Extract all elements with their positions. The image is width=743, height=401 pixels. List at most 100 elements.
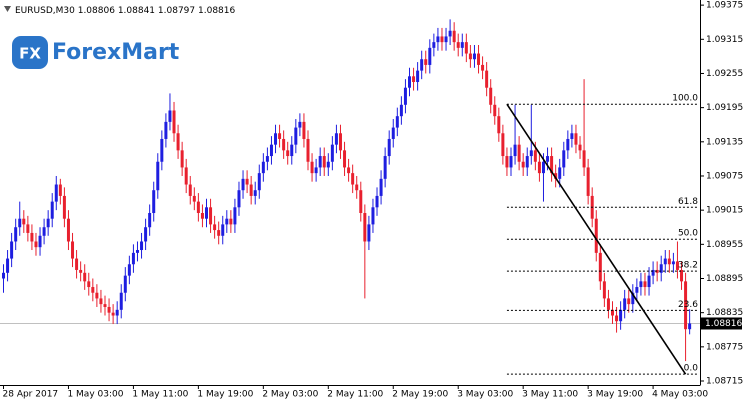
candle-body: [639, 281, 643, 288]
x-tick-label: 2 May 03:00: [262, 390, 318, 400]
candle-body: [135, 250, 139, 253]
y-tick-label: 1.09315: [706, 35, 743, 45]
candle-body: [265, 156, 269, 162]
candle-body: [18, 218, 22, 228]
candle-body: [10, 241, 14, 259]
x-tick-label: 1 May 03:00: [67, 390, 123, 400]
candle-body: [257, 173, 261, 191]
candle-body: [152, 190, 156, 214]
candle-body: [383, 156, 387, 179]
candle-body: [127, 264, 131, 276]
candle-body: [481, 64, 485, 71]
candle-body: [91, 287, 95, 293]
candle-body: [95, 292, 99, 299]
candle-body: [253, 190, 257, 196]
candle-body: [330, 144, 334, 162]
candle-body: [294, 127, 298, 145]
candle-body: [489, 87, 493, 105]
candle-body: [50, 201, 54, 219]
price-tag-label: 1.08816: [705, 319, 742, 329]
candle-body: [448, 30, 452, 37]
candle-body: [156, 161, 160, 191]
candle-body: [477, 53, 481, 65]
candle-body: [62, 195, 66, 219]
candle-body: [334, 133, 338, 145]
candle-body: [602, 281, 606, 299]
candle-body: [598, 252, 602, 282]
candle-body: [209, 207, 213, 225]
candle-body: [144, 227, 148, 242]
candle-body: [245, 178, 249, 185]
candle-body: [408, 76, 411, 88]
candle-body: [290, 144, 294, 157]
candle-body: [66, 218, 70, 242]
candle-body: [83, 272, 87, 282]
candle-body: [452, 30, 456, 43]
x-tick-label: 1 May 19:00: [197, 390, 253, 400]
candle-body: [513, 144, 517, 157]
candle-body: [387, 138, 391, 157]
header: EURUSD,M30 1.08806 1.08841 1.08797 1.088…: [15, 6, 235, 16]
candle-body: [217, 230, 221, 236]
x-tick-label: 3 May 11:00: [522, 390, 578, 400]
x-tick-label: 3 May 03:00: [457, 390, 513, 400]
candle-body: [367, 224, 371, 242]
candle-body: [14, 227, 18, 242]
candle-body: [338, 133, 342, 151]
candle-body: [205, 207, 208, 219]
candle-body: [75, 258, 79, 270]
candle-body: [249, 184, 253, 196]
candle-body: [403, 87, 407, 105]
candle-body: [111, 312, 115, 316]
candle-body: [550, 156, 554, 174]
y-tick-label: 1.08715: [706, 377, 743, 387]
x-tick-label: 1 May 11:00: [132, 390, 188, 400]
candle-body: [611, 309, 614, 316]
candle-body: [318, 156, 322, 168]
candle-body: [46, 218, 50, 228]
price-tag: [701, 317, 742, 330]
fibo-label: 38.2: [678, 261, 698, 271]
fibo-label: 61.8: [678, 197, 698, 207]
candle-body: [322, 156, 326, 168]
candle-body: [493, 104, 497, 117]
candle-body: [286, 150, 290, 157]
candle-body: [58, 184, 62, 196]
candle-body: [416, 70, 420, 83]
candle-body: [562, 150, 566, 168]
candle-body: [233, 207, 237, 225]
candle-body: [501, 133, 505, 157]
candle-body: [497, 116, 501, 134]
candle-body: [26, 224, 30, 233]
candle-body: [351, 173, 355, 185]
candle-body: [582, 150, 586, 168]
candle-body: [436, 36, 440, 43]
candle-body: [140, 241, 144, 251]
candle-body: [671, 261, 675, 265]
candle-body: [34, 241, 38, 248]
candle-body: [635, 287, 639, 293]
candle-body: [570, 133, 574, 139]
candle-body: [468, 53, 472, 60]
x-tick-label: 4 May 03:00: [652, 390, 708, 400]
candle-body: [444, 36, 448, 43]
candle-body: [213, 224, 217, 231]
candle-body: [472, 53, 476, 60]
candle-body: [456, 42, 460, 48]
candle-body: [87, 281, 91, 288]
candle-body: [148, 213, 152, 228]
candle-body: [269, 144, 273, 157]
candle-body: [160, 138, 164, 162]
candle-body: [310, 161, 314, 174]
candle-body: [241, 178, 245, 191]
candle-body: [375, 195, 379, 208]
candle-body: [525, 156, 529, 168]
candle-body: [379, 178, 383, 196]
candle-body: [586, 167, 590, 196]
candle-body: [343, 150, 347, 168]
candle-body: [30, 232, 34, 242]
trend-line: [506, 103, 687, 375]
candle-body: [667, 258, 671, 265]
candle-body: [509, 156, 513, 168]
